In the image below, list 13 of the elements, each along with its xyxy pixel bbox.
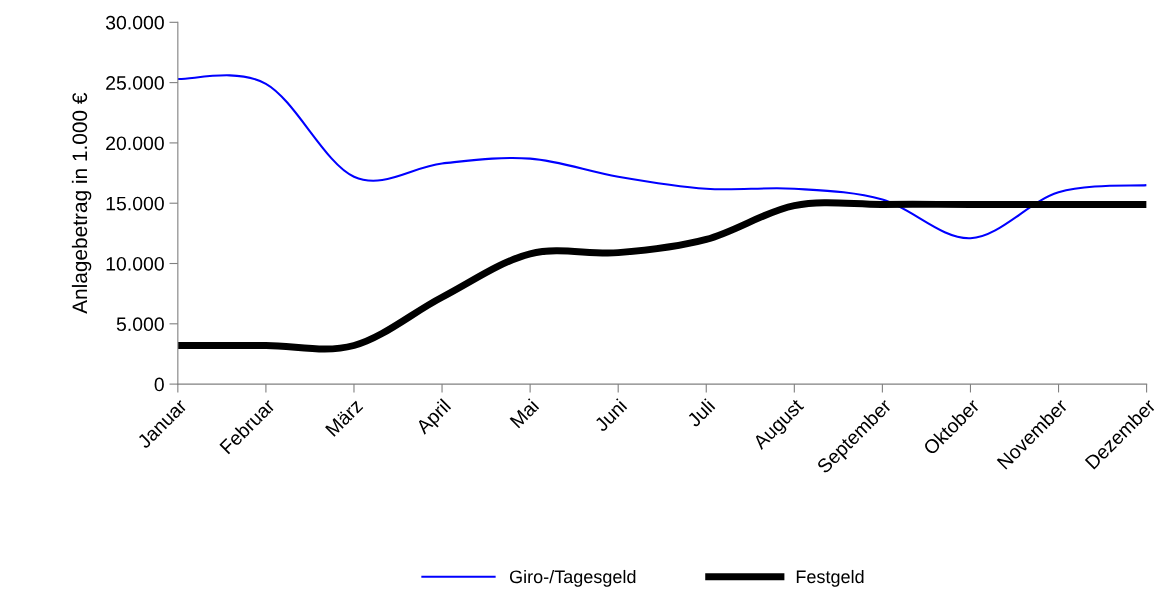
- y-tick-label: 30.000: [105, 15, 164, 30]
- y-tick-label: 0: [154, 377, 164, 392]
- y-tick-label: 10.000: [106, 256, 164, 271]
- y-tick-label: 5.000: [116, 317, 164, 332]
- x-tick-label: Juli: [685, 398, 716, 428]
- legend-label: Festgeld: [796, 569, 864, 587]
- y-tick-label: 15.000: [106, 196, 164, 211]
- x-tick-label: Juni: [593, 398, 628, 433]
- y-axis-title: Anlagebetrag in 1.000 €: [71, 92, 92, 314]
- y-tick-label: 20.000: [106, 136, 164, 151]
- legend-label: Giro-/Tagesgeld: [509, 569, 636, 587]
- y-tick-label: 25.000: [106, 76, 164, 90]
- x-tick-label: Mai: [509, 398, 540, 429]
